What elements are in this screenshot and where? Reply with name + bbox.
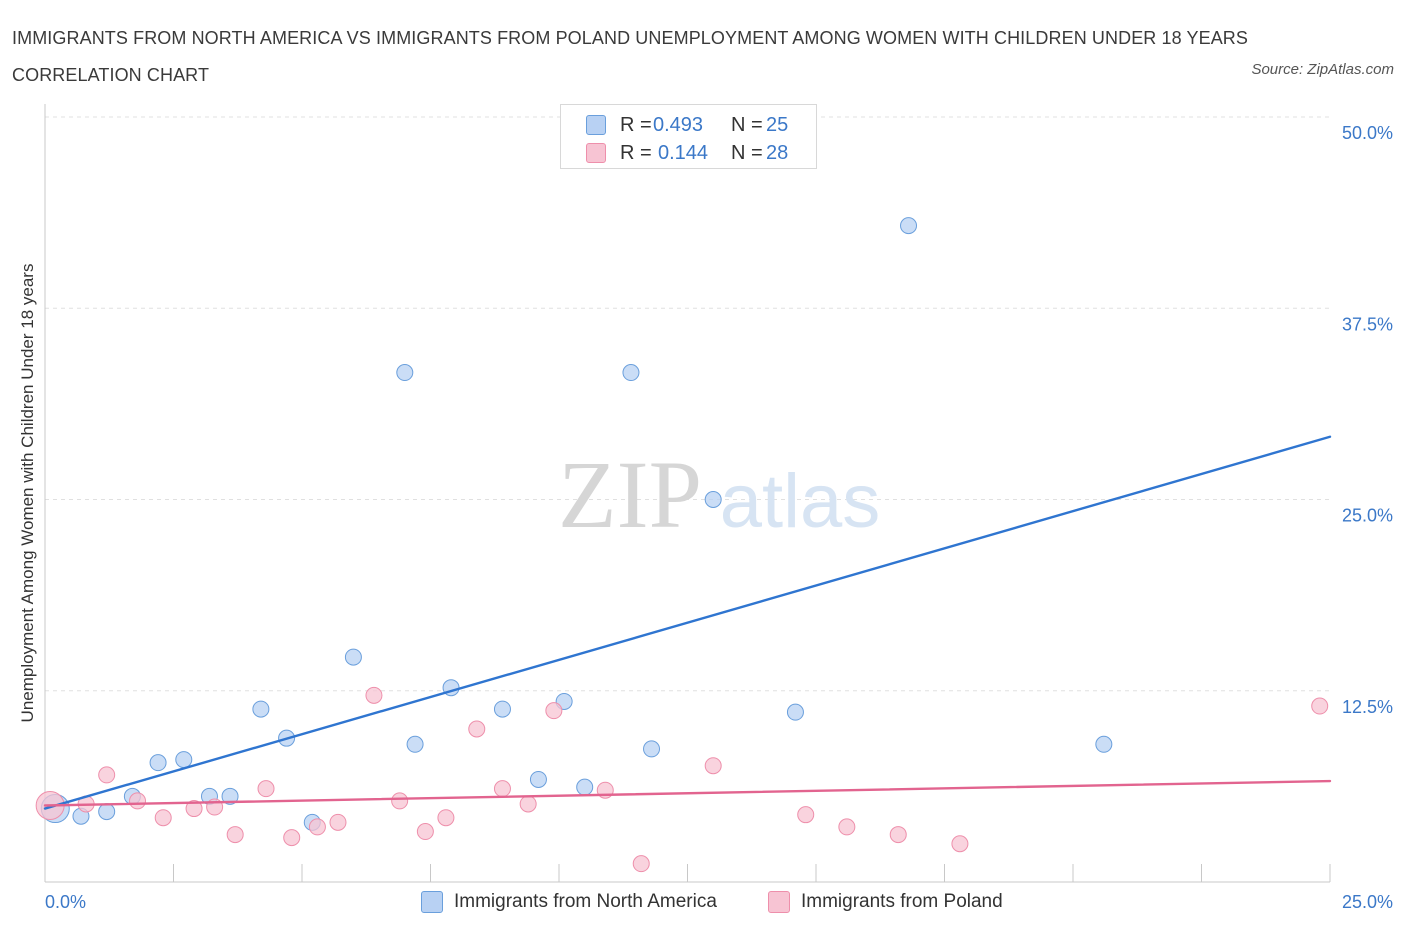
data-point-poland <box>519 795 537 813</box>
legend-n-value: 25 <box>766 114 789 136</box>
y-tick-label: 50.0% <box>1342 123 1393 143</box>
data-point-north-america <box>344 648 362 666</box>
legend-r-label: R = <box>620 142 652 164</box>
data-point-north-america <box>396 364 414 382</box>
data-points <box>35 217 1329 873</box>
bottom-legend-swatch-north-america <box>421 891 443 913</box>
data-point-poland <box>283 829 301 847</box>
data-point-poland <box>1311 697 1329 715</box>
trend-line-poland <box>43 779 1332 807</box>
data-point-poland <box>365 686 383 704</box>
data-point-poland <box>154 809 172 827</box>
data-point-poland <box>185 800 203 818</box>
legend-swatch-poland <box>586 143 606 163</box>
data-point-north-america <box>622 364 640 382</box>
data-point-poland <box>226 826 244 844</box>
y-tick-label: 25.0% <box>1342 506 1393 526</box>
data-point-poland <box>797 806 815 824</box>
data-point-poland <box>329 813 347 831</box>
chart-title: IMMIGRANTS FROM NORTH AMERICA VS IMMIGRA… <box>12 28 1249 85</box>
legend-swatch-north-america <box>586 115 606 135</box>
bottom-legend-swatch-poland <box>768 891 790 913</box>
legend-r-label: R = <box>620 114 652 136</box>
data-point-north-america <box>786 703 804 721</box>
legend-r-value: 0.493 <box>653 114 704 136</box>
watermark-zip: ZIP <box>558 441 702 548</box>
source-label: Source: ZipAtlas.com <box>1251 61 1394 78</box>
axes <box>44 104 1331 883</box>
x-tick-label-min: 0.0% <box>45 892 86 912</box>
data-point-poland <box>545 702 563 720</box>
data-point-poland <box>838 818 856 836</box>
watermark-atlas: atlas <box>720 459 881 544</box>
data-point-north-america <box>1095 735 1113 753</box>
data-point-poland <box>951 835 969 853</box>
data-point-north-america <box>98 803 116 821</box>
data-point-north-america <box>175 751 193 769</box>
data-point-north-america <box>221 787 239 805</box>
data-point-poland <box>308 818 326 836</box>
data-point-north-america <box>149 754 167 772</box>
watermark: ZIP atlas <box>558 441 880 548</box>
legend-n-label: N = <box>731 142 763 164</box>
data-point-north-america <box>643 740 661 758</box>
trend-lines <box>43 435 1332 810</box>
data-point-north-america <box>529 770 547 788</box>
data-point-poland <box>704 757 722 775</box>
data-point-north-america <box>900 217 918 235</box>
legend-n-value: 28 <box>766 142 789 164</box>
y-tick-label: 37.5% <box>1342 314 1393 334</box>
data-point-poland <box>98 766 116 784</box>
data-point-poland <box>468 720 486 738</box>
bottom-legend-label: Immigrants from North America <box>454 891 717 912</box>
data-point-north-america <box>576 778 594 796</box>
data-point-north-america <box>406 735 424 753</box>
data-point-poland <box>632 855 650 873</box>
legend-r-value: 0.144 <box>658 142 709 164</box>
data-point-north-america <box>704 491 722 508</box>
data-point-poland <box>889 826 907 844</box>
bottom-legend-label: Immigrants from Poland <box>801 891 1003 912</box>
data-point-poland <box>493 780 511 798</box>
trend-line-north-america <box>43 435 1332 810</box>
data-point-poland <box>391 792 409 810</box>
y-tick-label: 12.5% <box>1342 697 1393 717</box>
data-point-poland <box>129 792 147 810</box>
x-tick-label-max: 25.0% <box>1342 892 1393 912</box>
y-tick-labels: 12.5% 25.0% 37.5% 50.0% <box>1342 123 1393 717</box>
gridlines <box>45 116 1330 692</box>
stats-legend: R = 0.493 N = 25 R = 0.144 N = 28 <box>560 104 817 169</box>
data-point-poland <box>437 809 455 827</box>
legend-n-label: N = <box>731 114 763 136</box>
y-axis-title: Unemployment Among Women with Children U… <box>18 264 37 723</box>
data-point-north-america <box>252 700 270 718</box>
data-point-poland <box>257 780 275 798</box>
data-point-north-america <box>493 700 511 718</box>
data-point-poland <box>416 823 434 841</box>
